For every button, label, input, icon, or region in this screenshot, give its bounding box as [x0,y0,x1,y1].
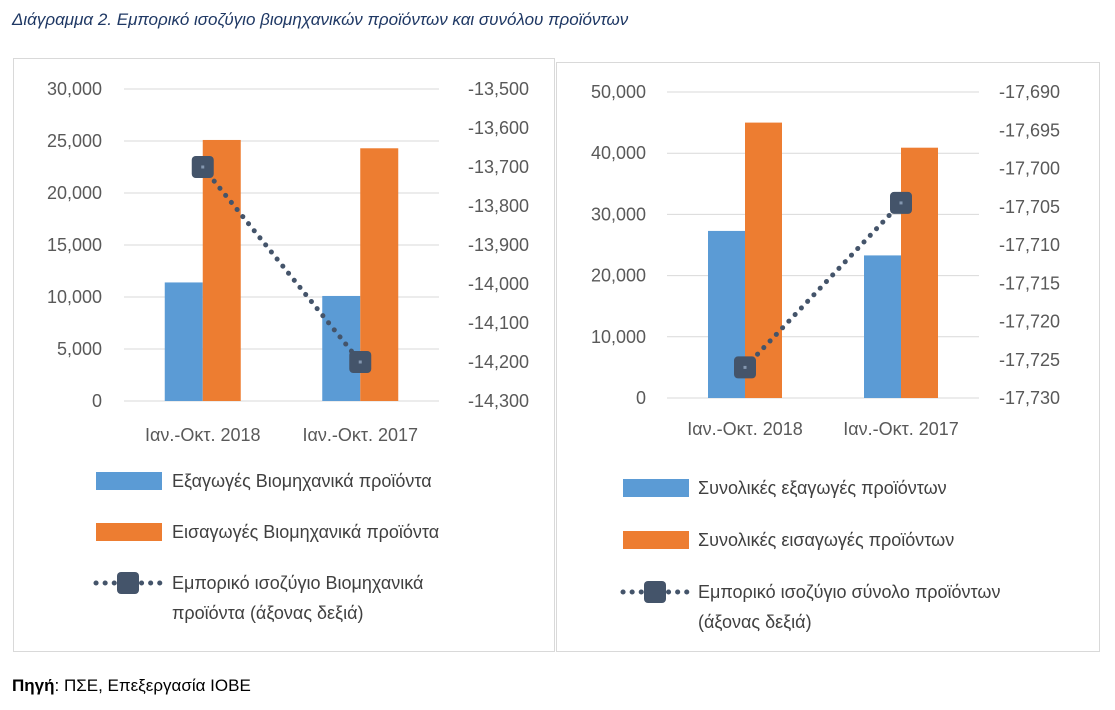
y2-tick-label: -17,695 [999,120,1060,140]
balance-point-center [358,360,362,364]
y-tick-label: 0 [92,391,102,411]
legend-label: Συνολικές εξαγωγές προϊόντων [698,478,947,498]
legend-label-line: προϊόντα (άξονας δεξιά) [172,603,364,623]
x-tick-label: Ιαν.-Οκτ. 2017 [843,419,959,439]
legend-label: Εμπορικό ισοζύγιο σύνολο προϊόντων (άξονα… [698,582,1000,632]
y2-tick-label: -13,600 [468,118,529,138]
source-label: Πηγή [12,676,55,695]
y-tick-label: 30,000 [591,204,646,224]
y2-tick-label: -14,300 [468,391,529,411]
y2-tick-label: -17,690 [999,82,1060,102]
balance-line [742,200,904,370]
legend-label: Εξαγωγές Βιομηχανικά προϊόντα [172,471,432,491]
x-tick-label: Ιαν.-Οκτ. 2017 [302,425,418,445]
y-tick-label: 50,000 [591,82,646,102]
legend-label: Εμπορικό ισοζύγιο Βιομηχανικά προϊόντα (ά… [172,573,423,623]
y2-tick-label: -14,100 [468,313,529,333]
balance-point-center [899,201,903,205]
legend-label: Συνολικές εισαγωγές προϊόντων [698,530,954,550]
legend-label-line: (άξονας δεξιά) [698,612,812,632]
legend-marker [644,581,666,603]
bar-exports [322,295,361,401]
y2-tick-label: -17,710 [999,235,1060,255]
legend-marker [117,572,139,594]
y-tick-label: 10,000 [47,287,102,307]
chart-total-products: 50,000 40,000 30,000 20,000 10,000 0 -17,690 -1… [591,82,1060,632]
figure-title: Διάγραμμα 2. Εμπορικό ισοζύγιο βιομηχανι… [12,10,629,29]
legend-swatch [623,531,689,549]
chart-industrial-products: 30,000 25,000 20,000 15,000 10,000 5,000 0 -13,… [47,79,529,623]
bar-exports [164,282,203,401]
y-tick-label: 30,000 [47,79,102,99]
balance-line [200,164,363,365]
chart-panel-total: 50,000 40,000 30,000 20,000 10,000 0 -17,690 -1… [556,62,1100,652]
bar-imports [745,122,782,398]
y2-tick-label: -13,800 [468,196,529,216]
y2-tick-label: -13,900 [468,235,529,255]
legend-swatch [96,523,162,541]
y-tick-label: 0 [636,388,646,408]
y-tick-label: 10,000 [591,327,646,347]
y2-tick-label: -14,000 [468,274,529,294]
chart-panel-industrial: 30,000 25,000 20,000 15,000 10,000 5,000 0 -13,… [13,58,555,652]
y-tick-label: 20,000 [591,266,646,286]
bar-imports [202,139,241,401]
y2-tick-label: -17,725 [999,350,1060,370]
bar-imports [901,147,938,398]
y-tick-label: 15,000 [47,235,102,255]
legend-label: Εισαγωγές Βιομηχανικά προϊόντα [172,522,439,542]
x-tick-label: Ιαν.-Οκτ. 2018 [145,425,261,445]
legend-swatch [623,479,689,497]
y-tick-label: 40,000 [591,143,646,163]
balance-point-center [743,365,747,369]
y2-tick-label: -13,700 [468,157,529,177]
y-tick-label: 25,000 [47,131,102,151]
y-tick-label: 20,000 [47,183,102,203]
y2-tick-label: -17,700 [999,159,1060,179]
legend-label-line: Εμπορικό ισοζύγιο σύνολο προϊόντων [698,582,1000,602]
y2-tick-label: -17,730 [999,388,1060,408]
legend-swatch [96,472,162,490]
y2-tick-label: -14,200 [468,352,529,372]
x-tick-label: Ιαν.-Οκτ. 2018 [687,419,803,439]
y-tick-label: 5,000 [57,339,102,359]
y2-tick-label: -13,500 [468,79,529,99]
y2-tick-label: -17,705 [999,197,1060,217]
source-text: : ΠΣΕ, Επεξεργασία ΙΟΒΕ [54,676,251,695]
y2-tick-label: -17,715 [999,273,1060,293]
source-note: Πηγή: ΠΣΕ, Επεξεργασία ΙΟΒΕ [12,676,251,696]
balance-point-center [201,165,205,169]
y2-tick-label: -17,720 [999,312,1060,332]
legend-label-line: Εμπορικό ισοζύγιο Βιομηχανικά [172,573,423,593]
bar-exports [864,255,901,398]
